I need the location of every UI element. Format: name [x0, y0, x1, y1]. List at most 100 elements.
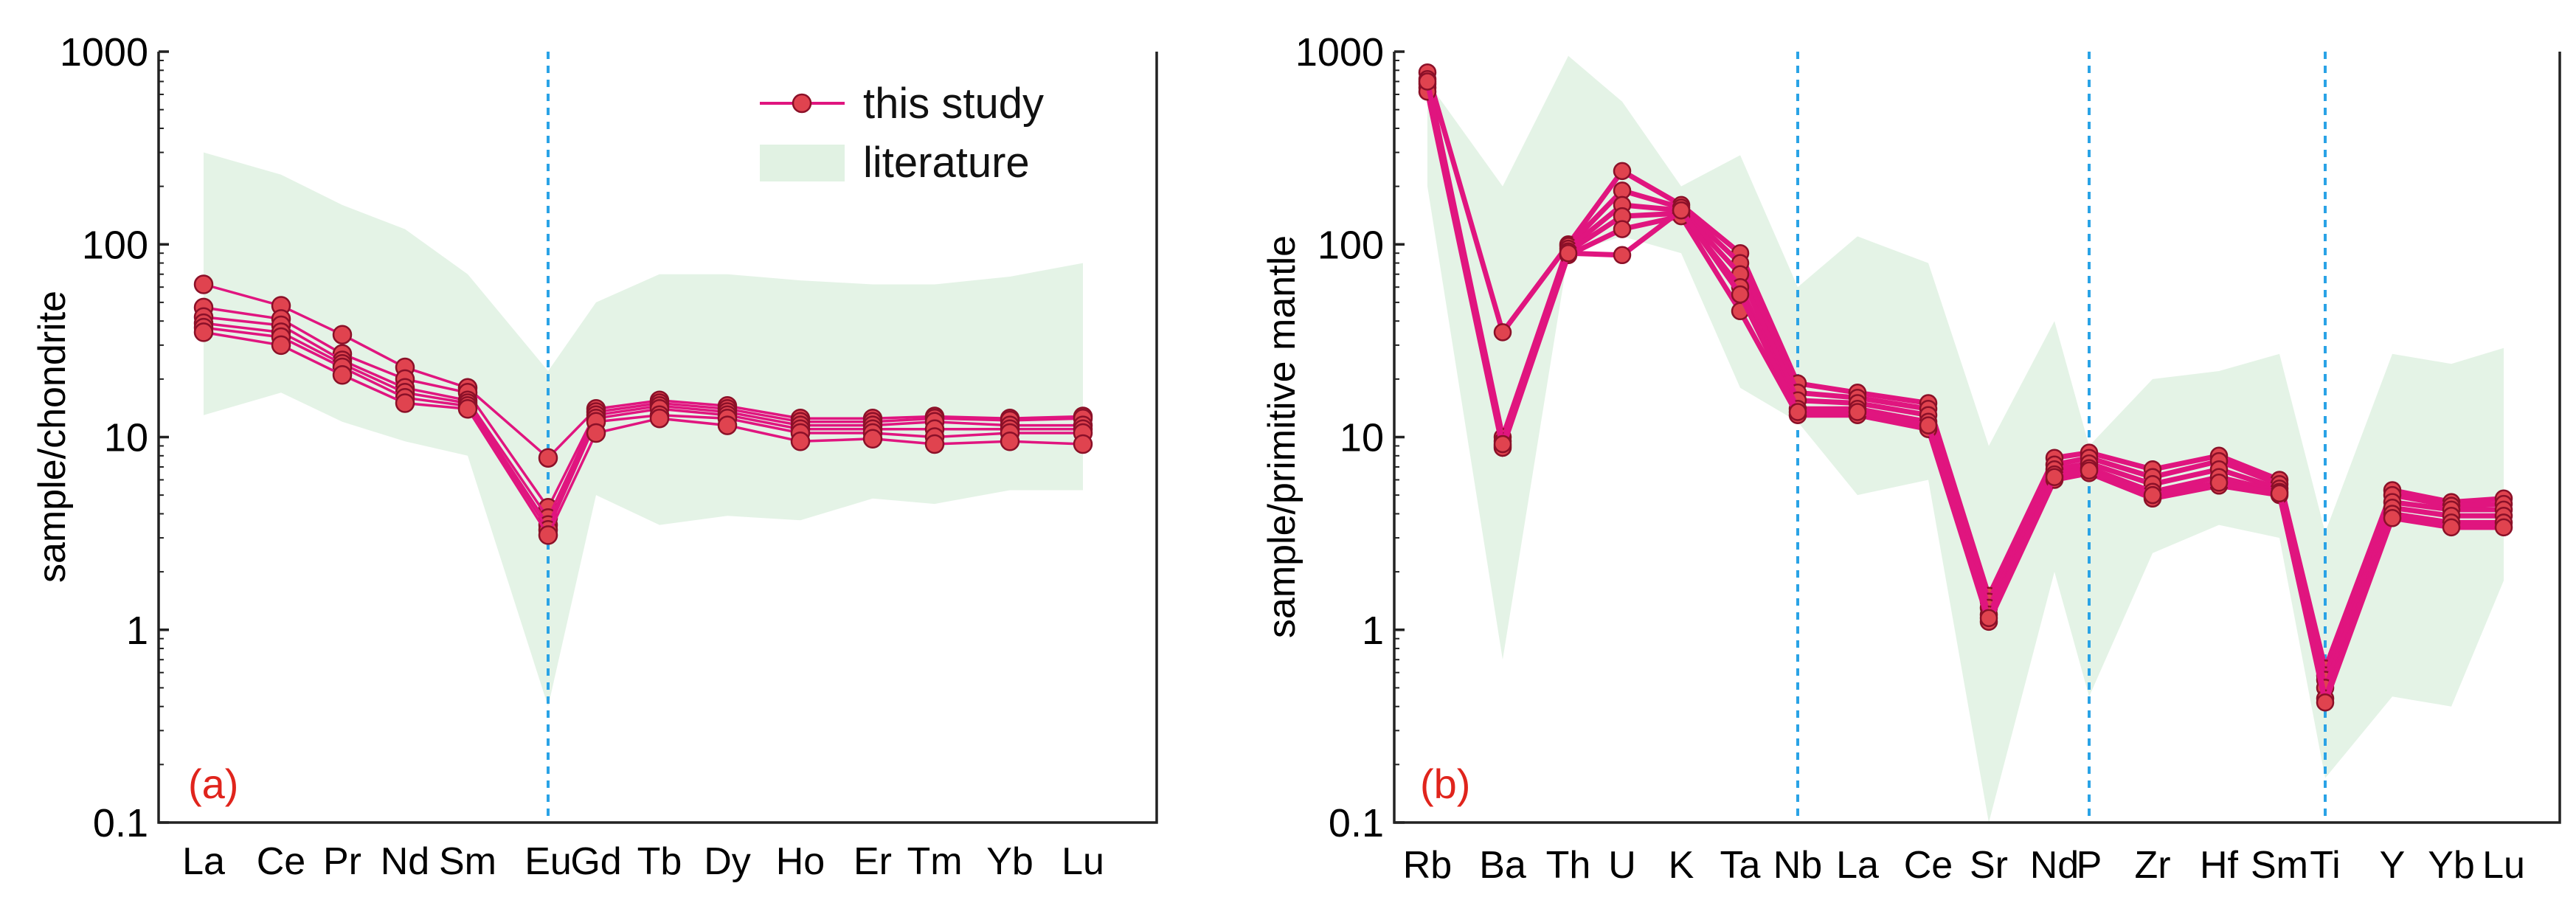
data-point — [790, 432, 811, 451]
x-tick-label-dy: Dy — [704, 840, 751, 883]
series-line — [203, 315, 1083, 521]
y-tick-label: 1000 — [1295, 30, 1384, 75]
series-line — [203, 326, 1083, 533]
x-tick-label-sm: Sm — [439, 840, 496, 883]
x-axis-labels: Rb Ba Th U K Ta Nb La Ce Sr NdP Zr Hf Sm Ti Y Yb Lu — [1403, 844, 2525, 887]
x-tick-label-ta: Ta — [1720, 844, 1761, 887]
x-tick-label-rb: Rb — [1403, 844, 1452, 887]
series-line — [203, 306, 1084, 510]
data-point — [332, 365, 353, 385]
data-point — [2270, 484, 2289, 503]
x-tick-label-ba: Ba — [1479, 844, 1526, 887]
panel-b-primitive-mantle-plot: 0.1 1 10 100 1000 Rb Ba Th U K Ta Nb La Ce Sr NdP Zr Hf S… — [1261, 30, 2561, 887]
legend-band-swatch — [760, 145, 845, 181]
x-tick-label-lu: Lu — [1062, 840, 1104, 883]
data-point — [2316, 693, 2335, 712]
data-point — [2143, 485, 2162, 505]
literature-range-area — [1427, 55, 2504, 823]
data-point — [717, 415, 738, 435]
data-point — [1919, 416, 1938, 435]
x-tick-label-pr: Pr — [323, 840, 361, 883]
x-tick-label-tm: Tm — [907, 840, 962, 883]
data-point — [1559, 243, 1578, 263]
data-point — [2045, 468, 2064, 486]
data-point — [649, 408, 670, 429]
data-point — [862, 429, 883, 449]
data-point — [2080, 461, 2099, 480]
y-tick-label: 10 — [104, 416, 148, 460]
x-tick-label-la: La — [182, 840, 225, 883]
data-point — [1493, 435, 1512, 454]
series-line — [203, 330, 1084, 539]
data-point — [193, 274, 214, 294]
x-tick-label-ho: Ho — [776, 840, 825, 883]
y-tick-label: 1000 — [60, 30, 148, 75]
data-point — [538, 448, 558, 468]
legend-entry-literature: literature — [863, 139, 1030, 187]
data-point — [395, 393, 415, 413]
data-point — [1613, 162, 1632, 181]
y-axis-ticks: 0.1 1 10 100 1000 — [1295, 30, 1405, 845]
y-axis-ticks: 0.1 1 10 100 1000 — [60, 30, 169, 845]
x-tick-label-la: La — [1836, 844, 1879, 887]
x-tick-label-gd: Gd — [570, 840, 621, 883]
x-tick-label-tb: Tb — [637, 840, 682, 883]
legend-marker-swatch — [792, 93, 812, 114]
y-axis-label: sample/chondrite — [31, 291, 74, 583]
legend-entry-this-study: this study — [863, 80, 1044, 128]
x-tick-label-hf: Hf — [2200, 844, 2239, 887]
data-point — [271, 335, 291, 356]
data-point — [1000, 432, 1020, 451]
x-tick-label-er: Er — [854, 840, 892, 883]
data-point — [1073, 434, 1093, 454]
data-point — [1788, 403, 1807, 421]
x-tick-label-k: K — [1669, 844, 1694, 887]
data-point — [1979, 609, 1998, 628]
data-point — [193, 322, 214, 342]
x-tick-label-p: P — [2077, 844, 2102, 887]
data-point — [2209, 474, 2229, 492]
panel-label: (b) — [1420, 761, 1470, 807]
series-6 — [1418, 72, 2513, 712]
divider-lines — [1796, 52, 2327, 823]
data-point — [1613, 246, 1632, 265]
data-point — [586, 423, 606, 443]
x-tick-label-nd: Nd — [2030, 844, 2079, 887]
literature-band — [204, 152, 1083, 707]
data-point — [1493, 323, 1512, 342]
y-tick-label: 10 — [1340, 416, 1384, 460]
x-tick-label-ti: Ti — [2310, 844, 2340, 887]
data-point — [1672, 201, 1691, 220]
x-tick-label-yb: Yb — [2428, 844, 2475, 887]
data-point — [1613, 220, 1632, 238]
data-point — [2442, 518, 2461, 537]
panel-label: (a) — [188, 761, 238, 807]
x-tick-label-nd: Nd — [381, 840, 429, 883]
series-line — [203, 283, 1084, 460]
x-tick-label-lu: Lu — [2482, 844, 2525, 887]
data-point — [332, 325, 353, 345]
x-tick-label-sm: Sm — [2251, 844, 2308, 887]
y-tick-label: 1 — [1362, 609, 1384, 653]
y-tick-label: 100 — [82, 223, 148, 267]
data-point — [1848, 403, 1867, 421]
x-tick-label-ce: Ce — [1904, 844, 1953, 887]
series-group — [1418, 63, 2513, 712]
data-point — [457, 399, 478, 419]
y-axis-label: sample/primitive mantle — [1261, 235, 1303, 638]
data-point — [538, 525, 558, 545]
data-point — [2383, 509, 2402, 527]
series-line — [203, 322, 1083, 528]
x-tick-label-sr: Sr — [1970, 844, 2008, 887]
x-tick-label-y: Y — [2380, 844, 2406, 887]
y-tick-label: 0.1 — [93, 801, 148, 845]
data-point — [1418, 72, 1437, 91]
y-tick-label: 100 — [1318, 223, 1384, 267]
x-tick-label-nb: Nb — [1773, 844, 1822, 887]
series-group — [193, 274, 1093, 545]
x-tick-label-yb: Yb — [986, 840, 1033, 883]
x-tick-label-zr: Zr — [2134, 844, 2170, 887]
